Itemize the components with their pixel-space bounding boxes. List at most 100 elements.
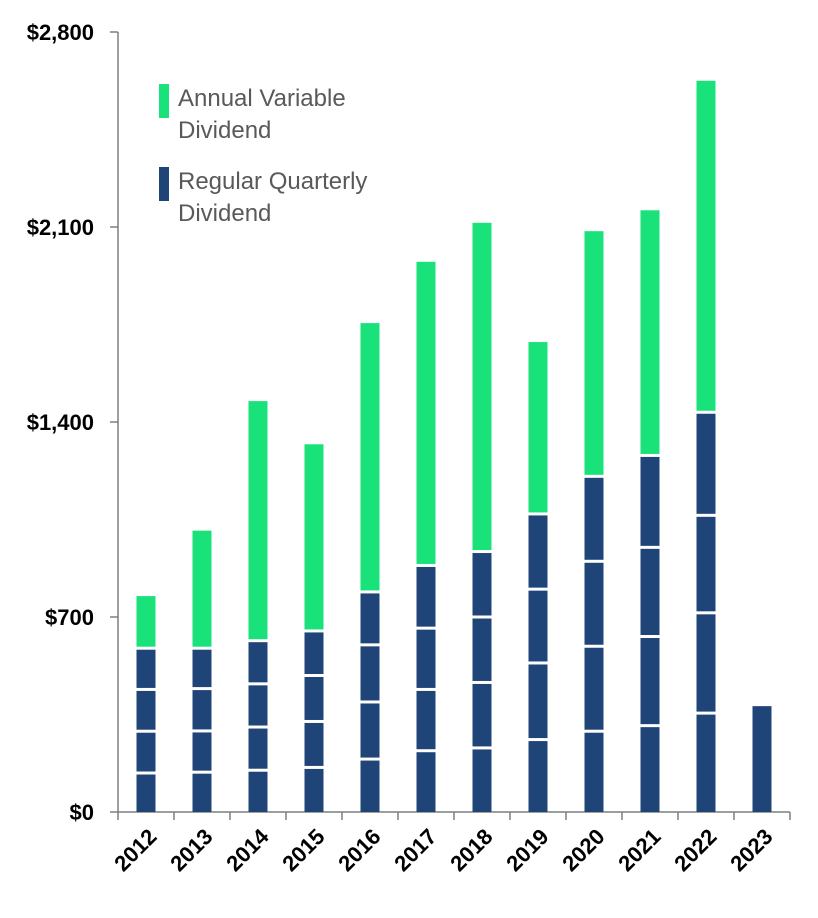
- x-tick-label: 2023: [725, 824, 777, 876]
- stack-separator: [192, 646, 212, 650]
- bar-annual-variable-2017: [416, 261, 436, 564]
- bar-regular-quarterly-2014: [248, 727, 268, 771]
- quarter-separator: [416, 626, 436, 630]
- quarter-separator: [528, 738, 548, 742]
- bar-regular-quarterly-2021: [640, 725, 660, 812]
- bar-regular-quarterly-2017: [416, 689, 436, 751]
- bar-annual-variable-2022: [696, 80, 716, 411]
- quarter-separator: [304, 765, 324, 769]
- bar-regular-quarterly-2020: [584, 646, 604, 732]
- quarter-separator: [248, 682, 268, 686]
- x-tick-label: 2020: [557, 824, 609, 876]
- bar-regular-quarterly-2022: [696, 515, 716, 613]
- quarter-separator: [584, 644, 604, 648]
- bar-regular-quarterly-2012: [136, 689, 156, 732]
- bar-regular-quarterly-2019: [528, 589, 548, 663]
- bar-regular-quarterly-2018: [472, 682, 492, 748]
- stack-separator: [696, 410, 716, 414]
- bar-regular-quarterly-2018: [472, 551, 492, 617]
- bar-annual-variable-2021: [640, 210, 660, 454]
- bar-annual-variable-2014: [248, 401, 268, 640]
- legend: Annual Variable Dividend Regular Quarterly…: [159, 84, 367, 227]
- quarter-separator: [136, 771, 156, 775]
- bar-regular-quarterly-2020: [584, 476, 604, 562]
- bar-regular-quarterly-2019: [528, 513, 548, 590]
- quarter-separator: [472, 680, 492, 684]
- bar-regular-quarterly-2015: [304, 675, 324, 722]
- quarter-separator: [584, 729, 604, 733]
- bar-annual-variable-2019: [528, 342, 548, 513]
- bar-annual-variable-2013: [192, 530, 212, 647]
- bar-regular-quarterly-2017: [416, 628, 436, 690]
- x-tick-label: 2021: [613, 824, 665, 876]
- bars: [136, 80, 772, 812]
- bar-regular-quarterly-2012: [136, 773, 156, 812]
- bar-annual-variable-2015: [304, 444, 324, 630]
- x-tick-label: 2013: [165, 824, 217, 876]
- bar-regular-quarterly-2016: [360, 759, 380, 812]
- bar-regular-quarterly-2020: [584, 731, 604, 812]
- bar-regular-quarterly-2023: [752, 706, 772, 812]
- bar-regular-quarterly-2013: [192, 730, 212, 773]
- legend-annual-variable-swatch: [159, 84, 169, 118]
- bar-regular-quarterly-2016: [360, 701, 380, 760]
- bar-regular-quarterly-2014: [248, 640, 268, 684]
- bar-regular-quarterly-2015: [304, 721, 324, 768]
- stack-separator: [360, 590, 380, 594]
- stack-separator: [416, 563, 436, 567]
- bar-regular-quarterly-2016: [360, 644, 380, 702]
- bar-regular-quarterly-2014: [248, 770, 268, 812]
- quarter-separator: [584, 559, 604, 563]
- quarter-separator: [192, 687, 212, 691]
- bar-annual-variable-2020: [584, 231, 604, 475]
- y-axis: $0 $700 $1,400 $2,100 $2,800: [27, 20, 119, 825]
- bar-regular-quarterly-2012: [136, 731, 156, 773]
- quarter-separator: [640, 635, 660, 638]
- stack-separator: [472, 550, 492, 554]
- bar-regular-quarterly-2016: [360, 591, 380, 645]
- stack-separator: [248, 639, 268, 643]
- bar-regular-quarterly-2020: [584, 561, 604, 647]
- bar-regular-quarterly-2018: [472, 617, 492, 683]
- bar-regular-quarterly-2012: [136, 648, 156, 690]
- bar-regular-quarterly-2021: [640, 636, 660, 726]
- bar-annual-variable-2016: [360, 323, 380, 591]
- bar-regular-quarterly-2019: [528, 739, 548, 812]
- quarter-separator: [696, 513, 716, 517]
- bar-regular-quarterly-2021: [640, 547, 660, 637]
- bar-regular-quarterly-2018: [472, 747, 492, 812]
- y-tick-label: $700: [45, 605, 94, 630]
- quarter-separator: [696, 711, 716, 715]
- bar-regular-quarterly-2017: [416, 750, 436, 812]
- quarter-separator: [136, 687, 156, 691]
- quarter-separator: [640, 724, 660, 728]
- stack-separator: [528, 512, 548, 516]
- quarter-separator: [360, 757, 380, 761]
- bar-annual-variable-2018: [472, 222, 492, 551]
- y-tick-label: $2,100: [27, 215, 94, 240]
- quarter-separator: [528, 661, 548, 665]
- stack-separator: [640, 453, 660, 457]
- quarter-separator: [416, 687, 436, 691]
- y-tick-label: $2,800: [27, 20, 94, 45]
- quarter-separator: [696, 611, 716, 615]
- bar-regular-quarterly-2022: [696, 412, 716, 516]
- bar-regular-quarterly-2019: [528, 662, 548, 740]
- x-tick-label: 2015: [277, 824, 329, 876]
- stack-separator: [136, 646, 156, 650]
- quarter-separator: [304, 674, 324, 677]
- quarter-separator: [528, 587, 548, 591]
- x-tick-label: 2016: [333, 824, 385, 876]
- y-tick-label: $0: [70, 800, 94, 825]
- legend-regular-quarterly-label: Regular Quarterly: [178, 168, 367, 195]
- legend-annual-variable-label: Annual Variable: [178, 85, 346, 112]
- x-tick-label: 2022: [669, 824, 721, 876]
- bar-annual-variable-2012: [136, 596, 156, 647]
- legend-regular-quarterly-label: Dividend: [178, 200, 271, 227]
- legend-regular-quarterly-swatch: [159, 167, 169, 201]
- quarter-separator: [248, 725, 268, 729]
- x-tick-label: 2018: [445, 824, 497, 876]
- quarter-separator: [472, 615, 492, 619]
- bar-regular-quarterly-2014: [248, 683, 268, 728]
